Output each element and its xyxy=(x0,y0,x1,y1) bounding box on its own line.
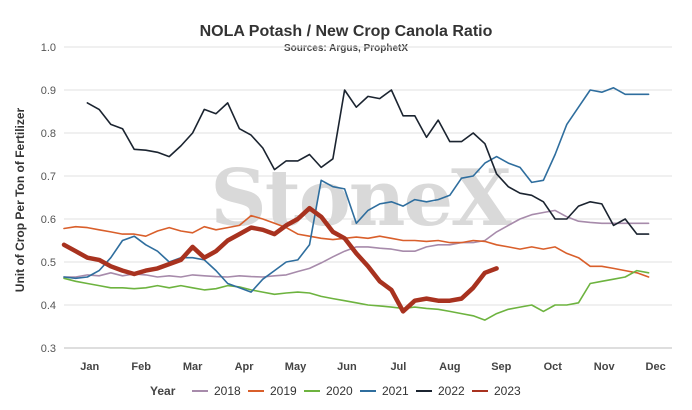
x-tick-label: Mar xyxy=(183,361,203,373)
x-tick-label: Dec xyxy=(646,361,666,373)
grid xyxy=(64,46,672,349)
x-tick-label: Jun xyxy=(337,361,357,373)
x-tick-label: Aug xyxy=(439,361,460,373)
series-lines xyxy=(61,87,650,321)
y-tick-label: 0.5 xyxy=(41,257,56,269)
legend-label-2022: 2022 xyxy=(438,384,465,398)
series-line-2023 xyxy=(61,205,499,314)
x-tick-label: Sep xyxy=(491,361,511,373)
chart-title: NOLA Potash / New Crop Canola Ratio xyxy=(200,23,493,40)
y-axis-ticks: 0.3 0.4 0.5 0.6 0.7 0.8 0.9 1.0 xyxy=(41,42,56,355)
y-tick-label: 1.0 xyxy=(41,42,56,54)
legend-title: Year xyxy=(150,384,176,398)
series-line-2022 xyxy=(86,89,650,235)
x-tick-label: Jul xyxy=(390,361,406,373)
x-tick-label: Feb xyxy=(131,361,151,373)
series-line-2018 xyxy=(63,209,650,278)
y-tick-label: 0.9 xyxy=(41,85,56,97)
y-tick-label: 0.8 xyxy=(41,128,56,140)
x-tick-label: Nov xyxy=(594,361,616,373)
y-tick-label: 0.7 xyxy=(41,171,56,183)
legend: Year 2018 2019 2020 2021 2022 2023 xyxy=(150,384,521,398)
series-line-2021 xyxy=(63,87,650,293)
y-axis-label: Unit of Crop Per Ton of Fertilizer xyxy=(13,107,27,292)
x-axis-ticks: Jan Feb Mar Apr May Jun Jul Aug Sep Oct Nov Dec xyxy=(80,361,665,373)
series-line-2020 xyxy=(63,269,650,321)
y-tick-label: 0.6 xyxy=(41,214,56,226)
legend-label-2023: 2023 xyxy=(494,384,521,398)
chart-subtitle: Sources: Argus, ProphetX xyxy=(284,43,408,54)
legend-label-2018: 2018 xyxy=(214,384,241,398)
x-tick-label: Jan xyxy=(80,361,99,373)
legend-label-2021: 2021 xyxy=(382,384,409,398)
legend-label-2020: 2020 xyxy=(326,384,353,398)
x-tick-label: Oct xyxy=(544,361,563,373)
y-tick-label: 0.4 xyxy=(41,300,56,312)
legend-label-2019: 2019 xyxy=(270,384,297,398)
series-line-2019 xyxy=(63,214,650,278)
x-tick-label: Apr xyxy=(235,361,255,373)
y-tick-label: 0.3 xyxy=(41,343,56,355)
x-tick-label: May xyxy=(285,361,307,373)
